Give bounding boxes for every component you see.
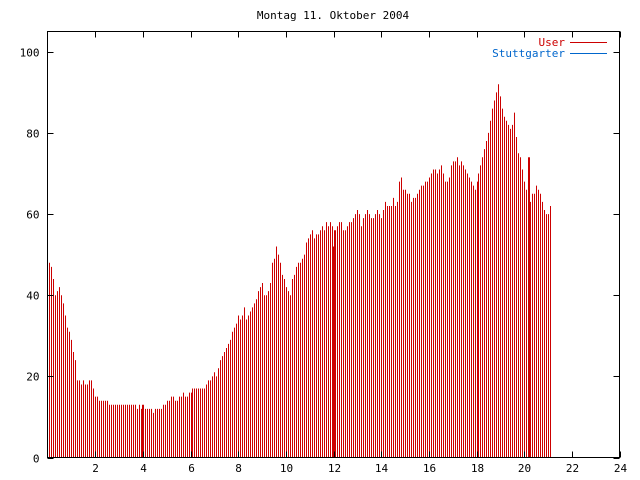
y-tick-label: 20 xyxy=(26,371,39,384)
highlight-bar xyxy=(142,404,144,458)
highlight-bar xyxy=(528,157,530,458)
legend: User Stuttgarter xyxy=(492,36,607,60)
bars-group xyxy=(49,84,551,458)
x-tick-label: 12 xyxy=(328,462,341,475)
x-tick-label: 8 xyxy=(235,462,242,475)
x-tick-label: 16 xyxy=(423,462,436,475)
y-tick-label: 100 xyxy=(20,47,40,60)
x-tick-label: 20 xyxy=(518,462,531,475)
highlight-bar xyxy=(333,246,335,458)
plot-frame xyxy=(47,31,620,458)
y-axis: 0 20 40 60 80 100 xyxy=(20,47,620,466)
x-tick-label: 10 xyxy=(280,462,293,475)
x-tick-label: 18 xyxy=(471,462,484,475)
x-axis: 2 4 6 8 10 12 14 16 18 20 22 24 xyxy=(92,31,628,475)
x-tick-label: 2 xyxy=(92,462,99,475)
x-tick-label: 24 xyxy=(614,462,628,475)
x-tick-label: 14 xyxy=(375,462,389,475)
legend-label-user: User xyxy=(539,36,566,49)
legend-label-stuttgarter: Stuttgarter xyxy=(492,47,565,60)
chart-title: Montag 11. Oktober 2004 xyxy=(257,9,410,22)
highlight-bars-group xyxy=(142,157,530,458)
x-tick-label: 6 xyxy=(188,462,195,475)
x-tick-label: 4 xyxy=(140,462,147,475)
y-tick-label: 0 xyxy=(33,453,40,466)
x-tick-label: 22 xyxy=(566,462,579,475)
y-tick-label: 40 xyxy=(26,290,39,303)
y-tick-label: 60 xyxy=(26,209,39,222)
y-tick-label: 80 xyxy=(26,128,39,141)
